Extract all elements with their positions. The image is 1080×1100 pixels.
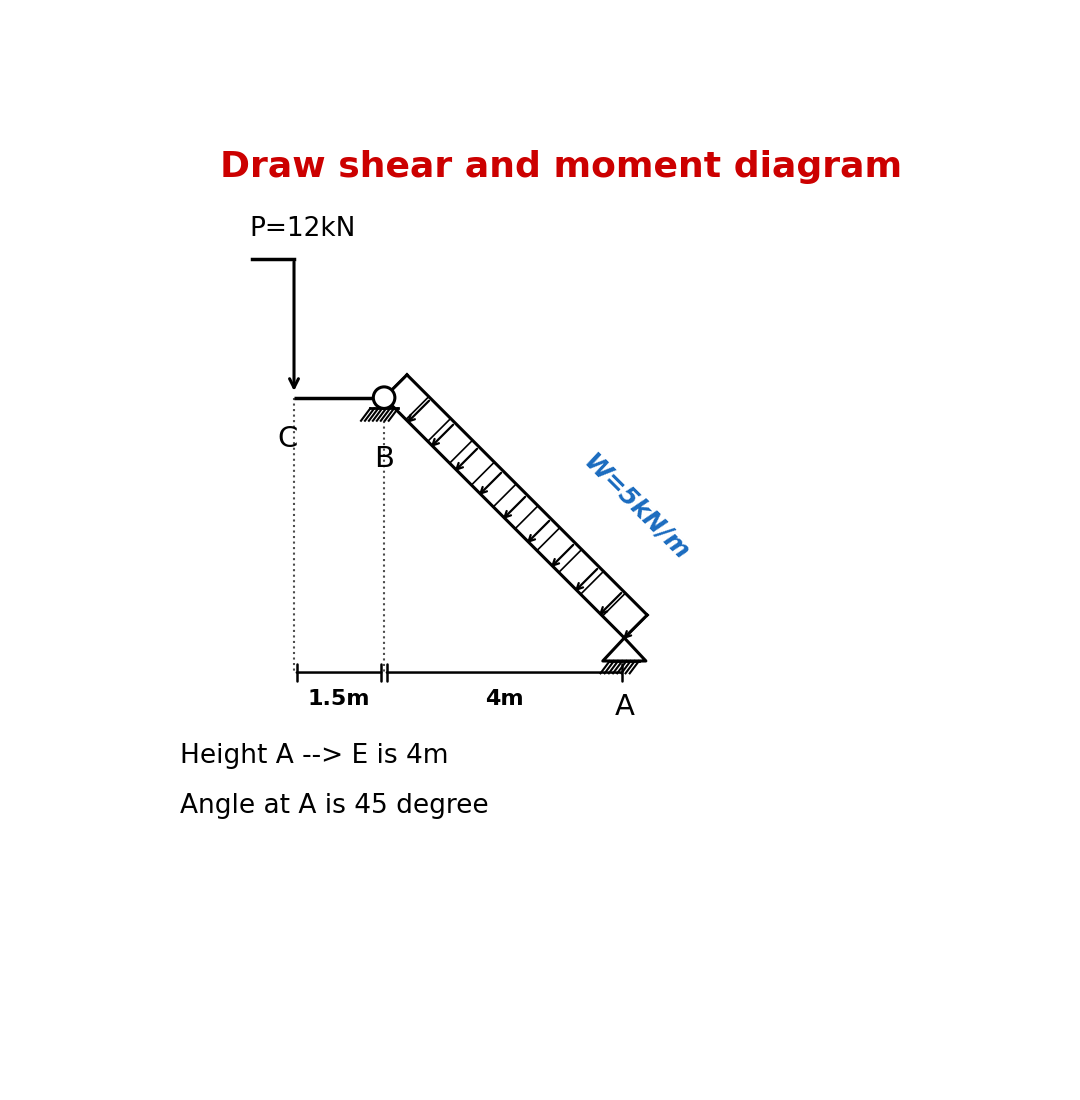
Text: P=12kN: P=12kN — [249, 216, 355, 242]
Text: A: A — [615, 693, 634, 722]
Text: 4m: 4m — [485, 690, 524, 710]
Text: Angle at A is 45 degree: Angle at A is 45 degree — [180, 793, 488, 818]
Text: Height A --> E is 4m: Height A --> E is 4m — [180, 742, 448, 769]
Circle shape — [374, 387, 395, 408]
Text: C: C — [278, 425, 298, 452]
Text: 1.5m: 1.5m — [308, 690, 370, 710]
Text: B: B — [374, 446, 394, 473]
Text: W=5kN/m: W=5kN/m — [578, 450, 693, 565]
Text: Draw shear and moment diagram: Draw shear and moment diagram — [220, 150, 902, 184]
